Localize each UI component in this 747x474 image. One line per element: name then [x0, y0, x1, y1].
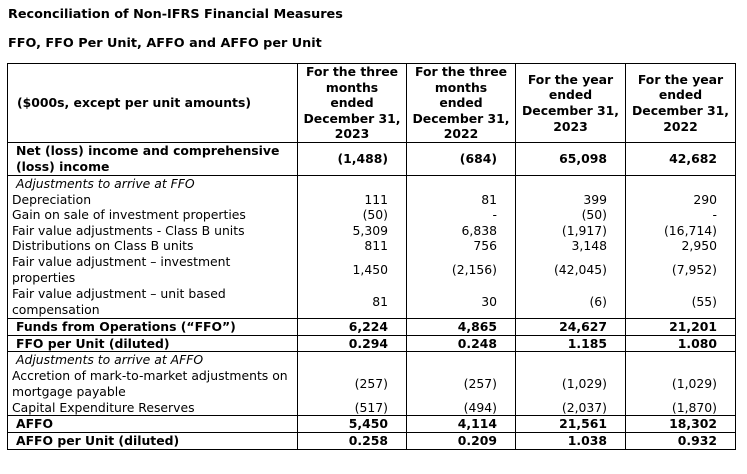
cell-value: (55) [625, 285, 736, 319]
cell-value: 65,098 [515, 142, 626, 176]
cell-value: (7,952) [625, 253, 736, 286]
cell-value: (16,714) [625, 222, 736, 239]
cell-value: 42,682 [625, 142, 736, 176]
column-header: For the three months ended December 31, 202… [406, 63, 516, 143]
cell-value: (6) [515, 285, 626, 319]
row-label: Fair value adjustment – investment prope… [7, 253, 298, 286]
cell-value: (517) [297, 399, 407, 417]
cell-value: 81 [297, 285, 407, 319]
cell-value: - [406, 207, 516, 223]
table-row: Capital Expenditure Reserves (517) (494)… [7, 399, 736, 417]
section-heading: Adjustments to arrive at AFFO [7, 351, 298, 368]
cell-value: 0.248 [406, 335, 516, 353]
cell-value: (1,917) [515, 222, 626, 239]
cell-value: (42,045) [515, 253, 626, 286]
cell-value: 24,627 [515, 318, 626, 336]
cell-value: 290 [625, 191, 736, 208]
cell-value: 1.185 [515, 335, 626, 353]
row-label: Accretion of mark-to-market adjustments … [7, 367, 298, 400]
cell-value: (2,156) [406, 253, 516, 286]
cell-value: 756 [406, 238, 516, 254]
cell-value: (1,029) [625, 367, 736, 400]
row-label: Funds from Operations (“FFO”) [7, 318, 298, 336]
row-label: Distributions on Class B units [7, 238, 298, 254]
cell-value: 18,302 [625, 415, 736, 433]
cell-value: 6,224 [297, 318, 407, 336]
table-row: Accretion of mark-to-market adjustments … [7, 367, 736, 400]
row-label: Capital Expenditure Reserves [7, 399, 298, 417]
section-heading-row: Adjustments to arrive at FFO [7, 175, 736, 192]
row-label: Gain on sale of investment properties [7, 207, 298, 223]
table-row: Gain on sale of investment properties (5… [7, 207, 736, 223]
table-row: Depreciation 111 81 399 290 [7, 191, 736, 208]
cell-value: (684) [406, 142, 516, 176]
row-label: Net (loss) income and comprehensive (los… [7, 142, 298, 176]
table-row: Net (loss) income and comprehensive (los… [7, 142, 736, 176]
reconciliation-table: ($000s, except per unit amounts) For the… [7, 63, 736, 450]
table-row: Fair value adjustment – unit based compe… [7, 285, 736, 319]
table-header-row: ($000s, except per unit amounts) For the… [7, 63, 736, 143]
table-row: AFFO per Unit (diluted) 0.258 0.209 1.03… [7, 432, 736, 450]
section-heading: Adjustments to arrive at FFO [7, 175, 298, 192]
cell-value: 0.258 [297, 432, 407, 450]
cell-value: 1.080 [625, 335, 736, 353]
report-subtitle: FFO, FFO Per Unit, AFFO and AFFO per Uni… [8, 36, 322, 51]
cell-value: (494) [406, 399, 516, 417]
cell-value: 111 [297, 191, 407, 208]
cell-value: (257) [406, 367, 516, 400]
cell-value: 811 [297, 238, 407, 254]
row-label: Depreciation [7, 191, 298, 208]
column-header: For the year ended December 31, 2022 [625, 63, 736, 143]
header-units-label: ($000s, except per unit amounts) [7, 63, 298, 143]
row-label: Fair value adjustments - Class B units [7, 222, 298, 239]
cell-value: 21,561 [515, 415, 626, 433]
column-header: For the three months ended December 31, 202… [297, 63, 407, 143]
table-row: Fair value adjustment – investment prope… [7, 253, 736, 286]
cell-value: 5,450 [297, 415, 407, 433]
table-row: AFFO 5,450 4,114 21,561 18,302 [7, 415, 736, 433]
cell-value: 0.932 [625, 432, 736, 450]
column-header: For the year ended December 31, 2023 [515, 63, 626, 143]
cell-value: 399 [515, 191, 626, 208]
cell-value: (1,488) [297, 142, 407, 176]
cell-value: (50) [297, 207, 407, 223]
row-label: Fair value adjustment – unit based compe… [7, 285, 298, 319]
cell-value: - [625, 207, 736, 223]
cell-value: 1.038 [515, 432, 626, 450]
report-title: Reconciliation of Non-IFRS Financial Mea… [8, 7, 343, 22]
cell-value: 4,114 [406, 415, 516, 433]
table-row: Distributions on Class B units 811 756 3… [7, 238, 736, 254]
cell-value: (1,029) [515, 367, 626, 400]
cell-value: (1,870) [625, 399, 736, 417]
row-label: AFFO [7, 415, 298, 433]
cell-value: 30 [406, 285, 516, 319]
cell-value: 5,309 [297, 222, 407, 239]
section-heading-row: Adjustments to arrive at AFFO [7, 351, 736, 368]
row-label: FFO per Unit (diluted) [7, 335, 298, 353]
cell-value: 2,950 [625, 238, 736, 254]
table-row: Funds from Operations (“FFO”) 6,224 4,86… [7, 318, 736, 336]
table-row: Fair value adjustments - Class B units 5… [7, 222, 736, 239]
cell-value: (257) [297, 367, 407, 400]
cell-value: (50) [515, 207, 626, 223]
cell-value: 81 [406, 191, 516, 208]
cell-value: 0.209 [406, 432, 516, 450]
cell-value: 4,865 [406, 318, 516, 336]
cell-value: 6,838 [406, 222, 516, 239]
table-row: FFO per Unit (diluted) 0.294 0.248 1.185… [7, 335, 736, 353]
cell-value: 0.294 [297, 335, 407, 353]
cell-value: 1,450 [297, 253, 407, 286]
cell-value: 21,201 [625, 318, 736, 336]
cell-value: 3,148 [515, 238, 626, 254]
row-label: AFFO per Unit (diluted) [7, 432, 298, 450]
cell-value: (2,037) [515, 399, 626, 417]
